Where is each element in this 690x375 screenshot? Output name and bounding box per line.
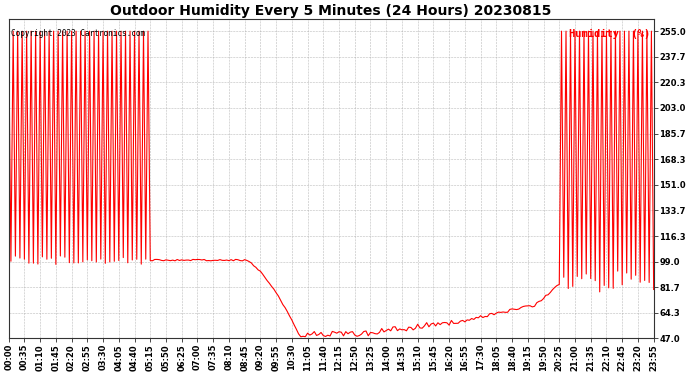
Text: Humidity  (%): Humidity (%)	[569, 29, 651, 39]
Title: Outdoor Humidity Every 5 Minutes (24 Hours) 20230815: Outdoor Humidity Every 5 Minutes (24 Hou…	[110, 4, 552, 18]
Text: Copyright 2023 Cartronics.com: Copyright 2023 Cartronics.com	[10, 29, 145, 38]
